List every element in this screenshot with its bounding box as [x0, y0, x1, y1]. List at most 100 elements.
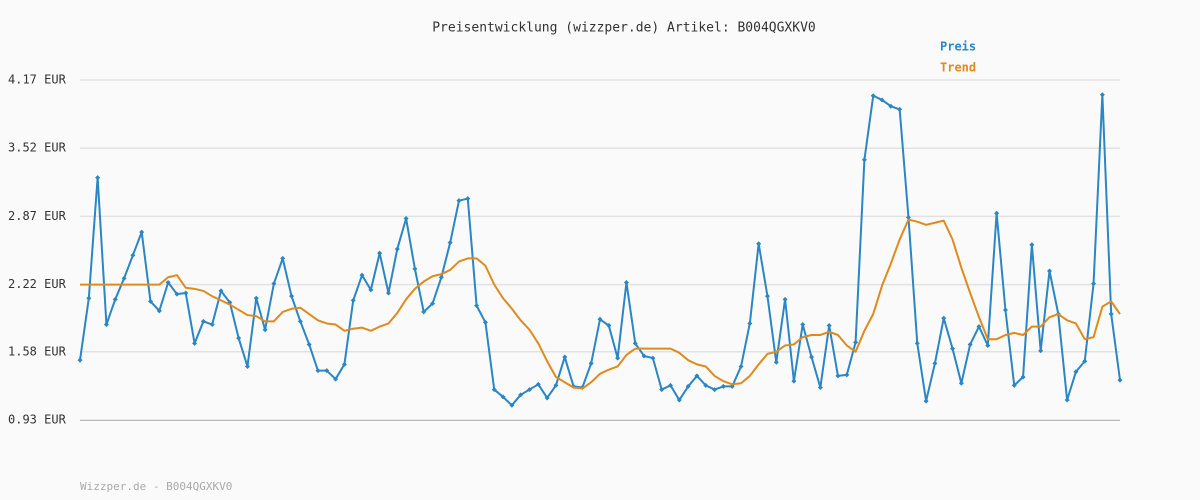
point-marker [130, 252, 136, 258]
y-tick-label: 3.52 EUR [8, 141, 67, 155]
point-marker [897, 106, 903, 112]
point-marker [1091, 281, 1097, 287]
point-marker [1108, 311, 1114, 317]
point-marker [941, 315, 947, 321]
footer: Wizzper.de - B004QGXKV0 [80, 480, 232, 493]
point-marker [500, 394, 506, 400]
point-marker [835, 373, 841, 379]
point-marker [694, 373, 700, 379]
point-marker [967, 341, 973, 347]
point-marker [588, 360, 594, 366]
point-marker [535, 381, 541, 387]
point-marker [244, 363, 250, 369]
point-marker [950, 346, 956, 352]
point-marker [289, 293, 295, 299]
point-marker [394, 246, 400, 252]
point-marker [659, 387, 665, 393]
point-marker [482, 319, 488, 325]
point-marker [165, 280, 171, 286]
point-marker [976, 324, 982, 330]
point-marker [1002, 307, 1008, 313]
point-marker [474, 303, 480, 309]
legend-label: Trend [940, 61, 976, 75]
point-marker [544, 395, 550, 401]
point-marker [712, 387, 718, 393]
point-marker [791, 378, 797, 384]
point-marker [985, 342, 991, 348]
point-marker [879, 97, 885, 103]
point-marker [174, 291, 180, 297]
point-marker [623, 280, 629, 286]
point-marker [200, 318, 206, 324]
point-marker [183, 290, 189, 296]
point-marker [509, 402, 515, 408]
point-marker [377, 250, 383, 256]
point-marker [465, 196, 471, 202]
point-marker [905, 214, 911, 220]
point-marker [271, 281, 277, 287]
point-marker [95, 175, 101, 181]
point-marker [236, 335, 242, 341]
point-marker [756, 241, 762, 247]
point-marker [253, 295, 259, 301]
point-marker [553, 382, 559, 388]
point-marker [385, 290, 391, 296]
point-marker [853, 339, 859, 345]
series-line [80, 218, 1121, 390]
point-marker [421, 309, 427, 315]
point-marker [218, 288, 224, 294]
point-marker [923, 398, 929, 404]
point-marker [773, 359, 779, 365]
point-marker [994, 210, 1000, 216]
point-marker [826, 323, 832, 329]
y-tick-label: 1.58 EUR [8, 344, 67, 358]
point-marker [306, 341, 312, 347]
point-marker [800, 322, 806, 328]
point-marker [676, 397, 682, 403]
point-marker [447, 240, 453, 246]
point-marker [809, 354, 815, 360]
point-marker [86, 295, 92, 301]
point-marker [112, 296, 118, 302]
point-marker [720, 383, 726, 389]
point-marker [192, 340, 198, 346]
point-marker [403, 216, 409, 222]
point-marker [562, 354, 568, 360]
point-marker [156, 308, 162, 314]
point-marker [359, 272, 365, 278]
point-marker [333, 376, 339, 382]
point-marker [77, 357, 83, 363]
point-marker [297, 318, 303, 324]
y-tick-label: 2.87 EUR [8, 209, 67, 223]
point-marker [280, 255, 286, 261]
point-marker [747, 320, 753, 326]
point-marker [861, 157, 867, 163]
point-marker [121, 275, 127, 281]
point-marker [932, 360, 938, 366]
point-marker [641, 353, 647, 359]
point-marker [870, 93, 876, 99]
point-marker [1064, 397, 1070, 403]
point-marker [412, 266, 418, 272]
point-marker [262, 327, 268, 333]
point-marker [139, 229, 145, 235]
point-marker [103, 322, 109, 328]
point-marker [1029, 242, 1035, 248]
y-tick-label: 4.17 EUR [8, 73, 67, 87]
point-marker [491, 387, 497, 393]
point-marker [738, 363, 744, 369]
point-marker [817, 384, 823, 390]
point-marker [1082, 358, 1088, 364]
point-marker [526, 387, 532, 393]
point-marker [632, 340, 638, 346]
point-marker [324, 368, 330, 374]
point-marker [668, 382, 674, 388]
point-marker [1099, 92, 1105, 98]
series-line [79, 93, 1121, 407]
point-marker [615, 355, 621, 361]
point-marker [368, 287, 374, 293]
point-marker [606, 323, 612, 329]
y-tick-label: 2.22 EUR [8, 277, 67, 291]
point-marker [518, 392, 524, 398]
